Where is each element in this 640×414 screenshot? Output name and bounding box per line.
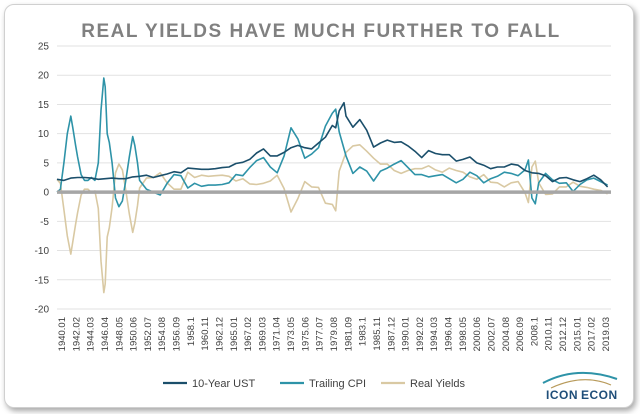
y-axis: 25 20 15 10 5 0 -5 -10 -15 -20 [35,42,50,316]
y-tick-label: -15 [35,275,50,286]
x-tick-label: 1950.06 [129,317,140,351]
logo-text-right: ECON [581,388,618,402]
logo-swoosh-accent-icon [550,379,612,389]
x-tick-label: 1985.11 [372,317,383,351]
gridlines [57,45,611,310]
x-tick-label: 1940.01 [57,317,68,351]
x-tick-label: 1965.01 [229,317,240,351]
x-tick-label: 2000.06 [472,317,483,351]
y-tick-label: 0 [43,188,49,199]
x-tick-label: 1983.1 [358,317,369,346]
x-tick-label: 1969.03 [257,317,268,351]
y-tick-label: 20 [38,71,50,82]
series-line-trailing-cpi [56,77,608,208]
legend-label: 10-Year UST [192,378,255,390]
x-tick-label: 1956.09 [172,317,183,351]
y-tick-label: 5 [43,158,49,169]
x-tick-label: 1952.07 [143,317,154,351]
x-tick-label: 1996.04 [444,317,455,351]
x-tick-label: 1992.02 [415,317,426,351]
x-tick-label: 2008.1 [529,317,540,346]
logo-text-left: ICON [546,388,578,402]
x-tick-label: 1990.01 [401,317,412,351]
y-tick-label: 15 [38,100,50,111]
x-tick-label: 1994.03 [429,317,440,351]
x-axis: 1940.01 1942.02 1944.03 1946.04 1948.05 1950.… [57,317,612,351]
x-tick-label: 1975.06 [300,317,311,351]
y-tick-label: 10 [38,129,50,140]
x-tick-label: 1948.05 [114,317,125,351]
legend-label: Trailing CPI [309,378,366,390]
x-tick-label: 1960.11 [200,317,211,351]
x-tick-label: 2002.07 [486,317,497,351]
logo-swoosh-icon [542,371,618,384]
x-tick-label: 1962.12 [214,317,225,351]
y-tick-label: 25 [38,42,50,53]
x-tick-label: 1971.04 [272,317,283,351]
legend-label: Real Yields [410,378,466,390]
x-tick-label: 1942.02 [71,317,82,351]
x-tick-label: 1958.1 [186,317,197,346]
x-tick-label: 1998.05 [458,317,469,351]
x-tick-label: 2004.08 [501,317,512,351]
y-tick-label: -10 [35,246,50,257]
y-tick-label: -20 [35,305,50,316]
x-tick-label: 1967.02 [243,317,254,351]
chart-canvas: REAL YIELDS HAVE MUCH FURTHER TO FALL 25… [35,21,618,402]
series-line-10-year-ust [56,101,609,188]
chart-title: REAL YIELDS HAVE MUCH FURTHER TO FALL [81,21,561,42]
chart-card: REAL YIELDS HAVE MUCH FURTHER TO FALL 25… [4,4,634,408]
x-tick-label: 1981.09 [343,317,354,351]
x-tick-label: 1979.08 [329,317,340,351]
x-tick-label: 2017.02 [587,317,598,351]
x-tick-label: 1954.08 [157,317,168,351]
series-line-real-yields [56,144,608,294]
x-tick-label: 2006.09 [515,317,526,351]
x-tick-label: 2010.11 [544,317,555,351]
x-tick-label: 1973.05 [286,317,297,351]
x-tick-label: 1977.07 [315,317,326,351]
x-tick-label: 2019.03 [601,317,612,351]
x-tick-label: 2015.01 [572,317,583,351]
icon-econ-logo: ICON ECON [542,371,618,402]
x-tick-label: 1987.12 [386,317,397,351]
legend: 10-Year UST Trailing CPI Real Yields [163,378,466,390]
y-tick-label: -5 [40,217,49,228]
x-tick-label: 1944.03 [86,317,97,351]
x-tick-label: 2012.12 [558,317,569,351]
x-tick-label: 1946.04 [100,317,111,351]
series-layer [56,77,609,294]
